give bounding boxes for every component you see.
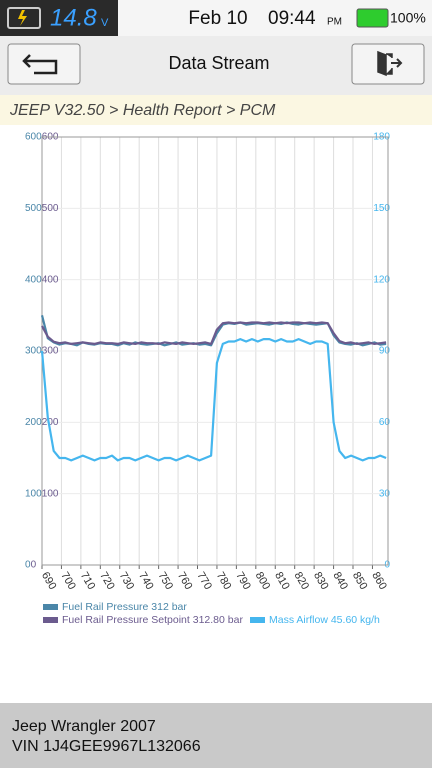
x-tick-label: 800 <box>253 570 273 592</box>
date: Feb 10 <box>188 8 247 29</box>
y-tick-label: 500 <box>25 203 42 214</box>
legend-swatch <box>43 617 58 623</box>
ampm: PM <box>327 17 342 28</box>
breadcrumb-bar <box>0 95 432 125</box>
back-icon <box>22 54 58 75</box>
back-button[interactable] <box>7 43 81 85</box>
x-tick-label: 760 <box>175 570 195 592</box>
legend-swatch <box>250 617 265 623</box>
series-line <box>40 338 387 462</box>
y-tick-label: 200 <box>25 417 42 428</box>
battery-icon <box>7 7 41 29</box>
vehicle: Jeep Wrangler 2007 <box>12 718 156 735</box>
x-tick-label: 750 <box>156 570 176 592</box>
y-tick-label: 500 <box>42 203 59 214</box>
x-tick-label: 710 <box>78 570 98 592</box>
chart: 690 700 710 720 730 740 750 760 770 780 790 800 810 8… <box>25 132 390 626</box>
y-tick-label: 300 <box>42 346 59 357</box>
vin: VIN 1J4GEE9967L132066 <box>12 738 201 755</box>
x-tick-label: 810 <box>272 570 292 592</box>
x-tick-label: 720 <box>97 570 117 592</box>
y-tick-label: 100 <box>42 488 59 499</box>
x-tick-label: 780 <box>214 570 234 592</box>
exit-icon <box>377 50 393 77</box>
y2-tick-label: 60 <box>379 417 391 428</box>
y-tick-label: 200 <box>42 417 59 428</box>
legend-label: Mass Airflow 45.60 kg/h <box>269 614 380 626</box>
series-line <box>40 315 387 347</box>
voltage-unit: V <box>101 17 109 29</box>
exit-button[interactable] <box>351 43 425 85</box>
header-title: Data Stream <box>168 53 269 73</box>
exit-arrow <box>391 58 403 68</box>
x-tick-label: 840 <box>330 570 350 592</box>
series-line <box>41 321 387 345</box>
y-tick-label: 0 <box>25 560 31 571</box>
battery-level <box>356 8 389 28</box>
footer <box>0 703 432 768</box>
y-tick-label: 400 <box>25 274 42 285</box>
legend-label: Fuel Rail Pressure 312 bar <box>62 601 187 613</box>
x-tick-label: 690 <box>39 570 59 592</box>
x-tick-label: 860 <box>369 570 389 592</box>
breadcrumb: JEEP V32.50 > Health Report > PCM <box>9 102 276 119</box>
y2-tick-label: 90 <box>379 346 391 357</box>
x-tick-label: 830 <box>311 570 331 592</box>
y2-tick-label: 150 <box>373 203 390 214</box>
y-tick-label: 100 <box>25 488 42 499</box>
x-tick-label: 730 <box>117 570 137 592</box>
x-tick-label: 770 <box>194 570 214 592</box>
voltage: 14.8 <box>50 4 97 31</box>
y-tick-label: 300 <box>25 346 42 357</box>
legend-label: Fuel Rail Pressure Setpoint 312.80 bar <box>62 614 243 626</box>
battery-text: 100% <box>390 10 426 26</box>
y-tick-label: 400 <box>42 274 59 285</box>
x-tick-label: 740 <box>136 570 156 592</box>
y2-tick-label: 30 <box>379 488 391 499</box>
time: 09:44 <box>268 8 316 29</box>
x-tick-label: 700 <box>58 570 78 592</box>
x-tick-label: 790 <box>233 570 253 592</box>
x-tick-label: 820 <box>292 570 312 592</box>
y-tick-label: 600 <box>25 132 42 143</box>
legend-swatch <box>43 604 58 610</box>
y-tick-label: 0 <box>31 560 37 571</box>
x-tick-label: 850 <box>350 570 370 592</box>
y2-tick-label: 120 <box>373 274 390 285</box>
bolt-icon <box>18 10 27 26</box>
